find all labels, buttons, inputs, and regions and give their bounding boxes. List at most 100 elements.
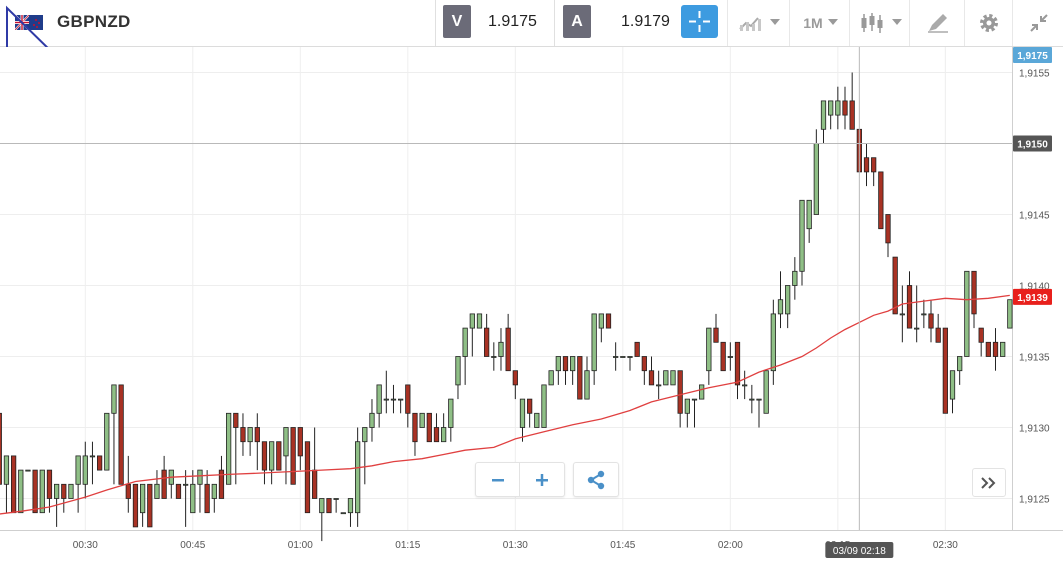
candle-body: [627, 356, 633, 358]
cursor-time-badge: [825, 542, 894, 558]
candle-body: [276, 441, 282, 471]
candle-body: [634, 341, 640, 357]
candle-body: [992, 341, 999, 357]
chart-type-icon: [739, 17, 761, 31]
candle-body: [226, 412, 232, 485]
candle-body: [656, 384, 662, 387]
candle-body: [734, 341, 741, 386]
x-tick-label: 00:30: [73, 540, 98, 551]
zoom-in-button[interactable]: [520, 463, 564, 496]
candle-body: [233, 412, 239, 428]
candle-body: [476, 313, 483, 329]
candlestick-icon: [861, 13, 883, 33]
candle-body: [455, 356, 461, 386]
candle-body: [548, 370, 554, 386]
y-tick-label: 1,9155: [1019, 69, 1050, 80]
x-tick-label: 00:45: [180, 540, 205, 551]
candle-body: [484, 327, 490, 357]
plot-area: [0, 47, 1012, 530]
candle-body: [541, 384, 547, 428]
settings-button[interactable]: [964, 0, 1013, 46]
candle-body: [218, 469, 225, 499]
candle-style-button[interactable]: [849, 0, 910, 46]
candle-body: [412, 412, 418, 443]
candle-body: [319, 498, 325, 514]
candle-body: [390, 398, 397, 401]
candle-body: [97, 455, 103, 471]
cursor-price-badge: [1013, 135, 1052, 152]
candle-style-caret-icon: [892, 19, 902, 25]
plus-icon: [536, 473, 548, 486]
candle-body: [1000, 341, 1006, 357]
sell-price-button[interactable]: V 1.9175: [435, 0, 555, 46]
candle-body: [0, 412, 2, 485]
candle-body: [577, 356, 583, 400]
scroll-to-latest-button[interactable]: [972, 468, 1006, 497]
candle-body: [369, 412, 375, 428]
candle-body: [799, 199, 805, 272]
candle-body: [469, 313, 475, 329]
candle-body: [677, 370, 683, 414]
candle-body: [813, 143, 819, 215]
current-price-badge: [1013, 288, 1052, 305]
crosshair-button[interactable]: [681, 5, 718, 38]
candle-body: [190, 483, 196, 514]
candle-body: [899, 313, 905, 316]
buy-price-button[interactable]: A 1.9179: [554, 0, 674, 46]
x-tick-label: 02:00: [718, 540, 743, 551]
candle-body: [89, 455, 96, 458]
timeframe-dropdown[interactable]: 1M: [789, 0, 850, 46]
minus-icon: [491, 478, 504, 481]
candle-body: [355, 441, 361, 514]
candle-body: [792, 270, 798, 286]
candle-body: [347, 498, 354, 514]
candle-body: [297, 427, 303, 457]
candle-body: [125, 483, 131, 499]
candle-body: [254, 427, 260, 443]
candle-body: [304, 441, 311, 514]
candle-body: [835, 100, 841, 116]
chart-type-dropdown-caret-icon: [770, 19, 780, 25]
candle-body: [512, 370, 518, 386]
candle-body: [806, 199, 812, 230]
draw-tool-icon: [927, 14, 948, 33]
current-price-badge-text: 1,9139: [1017, 293, 1048, 304]
candle-body: [118, 384, 124, 485]
x-tick-label: 02:30: [933, 540, 958, 551]
share-button[interactable]: [573, 462, 619, 497]
gear-icon: [980, 14, 998, 32]
candle-body: [75, 455, 81, 485]
candle-body: [491, 356, 497, 358]
candle-body: [333, 498, 339, 500]
candle-body: [132, 483, 139, 528]
candle-body: [863, 157, 870, 173]
candle-body: [985, 341, 991, 357]
candle-body: [53, 483, 60, 499]
buy-label: A: [563, 5, 591, 38]
candlestick-chart[interactable]: 1,9125 1,9130 1,9135 1,9140 1,9145 1,9150 1,91…: [0, 47, 1063, 562]
candle-body: [82, 455, 88, 485]
crosshair-icon: [689, 11, 710, 32]
candle-body: [957, 356, 963, 372]
candle-body: [68, 483, 74, 499]
top-price-badge: [1013, 47, 1052, 63]
chart-type-button[interactable]: [727, 0, 790, 46]
candle-body: [269, 441, 275, 471]
candle-body: [777, 299, 784, 315]
candle-body: [964, 270, 970, 357]
y-tick-label: 1,9140: [1019, 282, 1050, 293]
candle-body: [914, 327, 920, 330]
candle-body: [613, 356, 619, 358]
candle-body: [197, 469, 203, 485]
zoom-out-button[interactable]: [476, 463, 520, 496]
candle-body: [111, 384, 117, 414]
candle-body: [398, 398, 404, 401]
collapse-icon: [1029, 14, 1048, 32]
candle-body: [892, 256, 898, 315]
candle-body: [10, 455, 17, 514]
candle-body: [312, 469, 318, 499]
candle-body: [921, 313, 927, 316]
drawing-tools-button[interactable]: [909, 0, 965, 46]
candle-body: [140, 483, 146, 514]
collapse-button[interactable]: [1012, 0, 1063, 46]
